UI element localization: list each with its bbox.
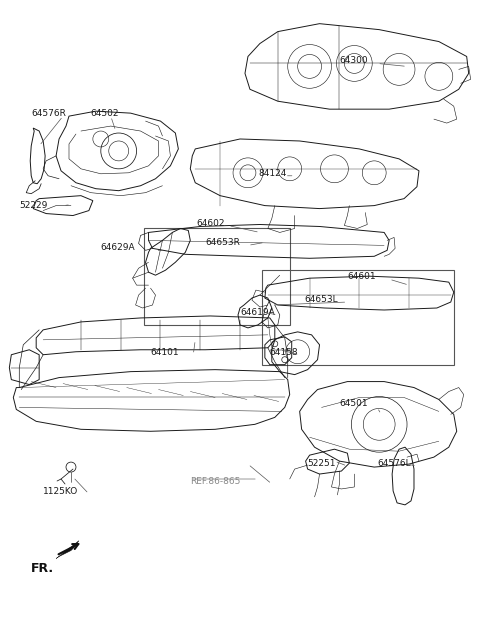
Bar (262, 270, 454, 365)
Text: 64576L: 64576L (377, 459, 411, 468)
Text: 64653R: 64653R (205, 239, 240, 247)
Text: FR.: FR. (31, 562, 54, 575)
Text: 64300: 64300 (339, 56, 368, 66)
Text: 64158: 64158 (270, 348, 299, 357)
Text: 64601: 64601 (348, 272, 376, 281)
Text: 52229: 52229 (19, 201, 48, 210)
Text: 64629A: 64629A (101, 243, 135, 252)
Text: 64502: 64502 (91, 109, 120, 118)
Text: 64501: 64501 (339, 399, 368, 408)
Polygon shape (56, 541, 79, 559)
Text: 64576R: 64576R (31, 109, 66, 118)
Text: 1125KO: 1125KO (43, 487, 78, 496)
Text: 64602: 64602 (196, 219, 225, 227)
Text: 64619A: 64619A (240, 308, 275, 317)
Text: 52251: 52251 (308, 459, 336, 468)
Text: 84124: 84124 (258, 169, 286, 178)
Bar (144, 229, 290, 325)
Text: REF.86-865: REF.86-865 (190, 477, 240, 486)
Text: 64101: 64101 (151, 348, 179, 357)
Text: 64653L: 64653L (305, 295, 338, 304)
